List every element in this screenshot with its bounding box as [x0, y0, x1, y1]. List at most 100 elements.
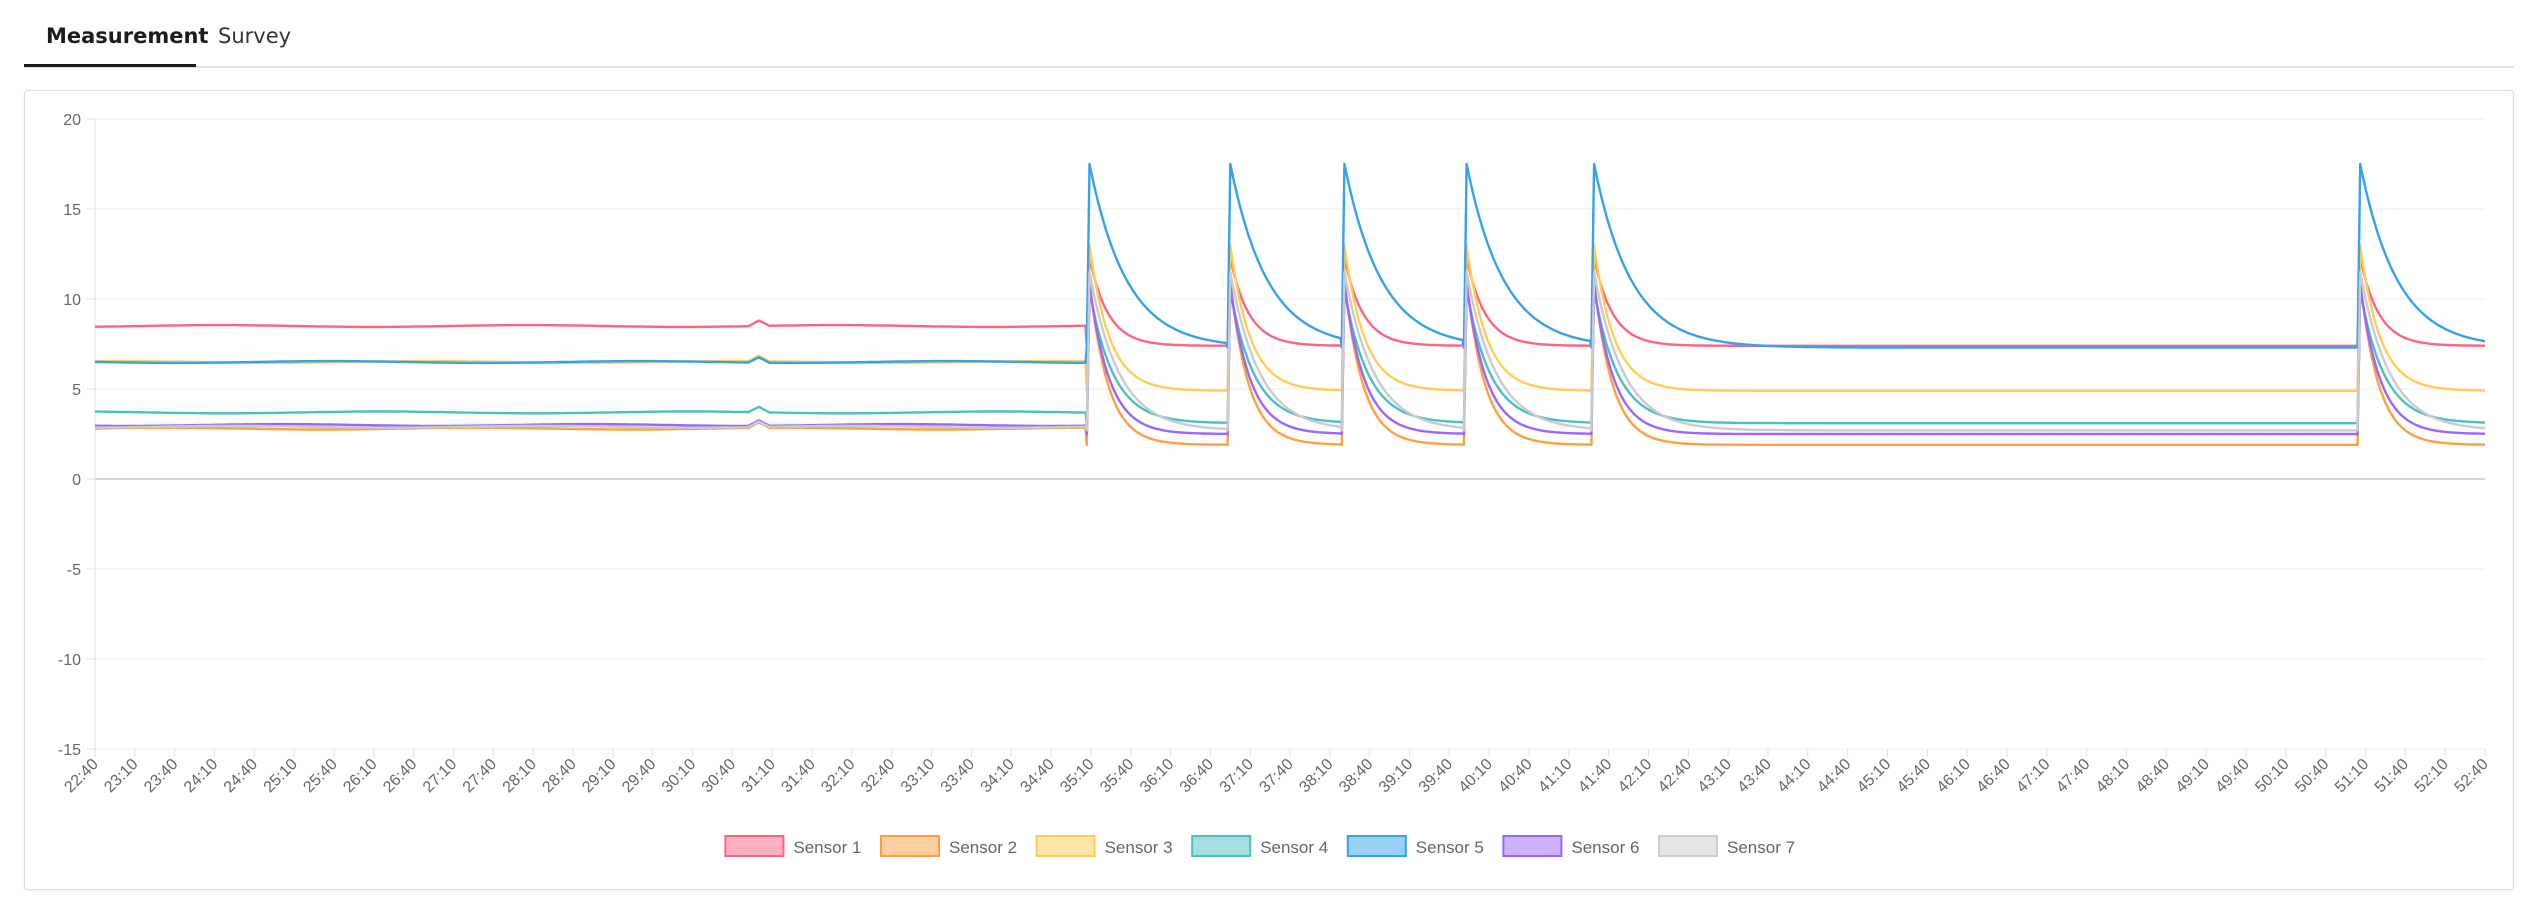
- x-tick-label: 24:40: [221, 756, 261, 796]
- x-tick-label: 31:10: [739, 756, 779, 796]
- x-tick-label: 27:10: [420, 756, 460, 796]
- legend-swatch: [724, 835, 785, 857]
- y-tick-label: 5: [72, 382, 81, 399]
- x-tick-label: 52:40: [2451, 756, 2491, 796]
- x-tick-label: 45:40: [1894, 756, 1934, 796]
- y-tick-label: 0: [72, 472, 81, 489]
- legend-label: Sensor 2: [949, 838, 1017, 857]
- sensor-line-chart: 20 15 10 5 0 -5 -10 -15 22:40 23:10 23:40 24:10 24:…: [58, 112, 2492, 857]
- legend-swatch: [1502, 835, 1563, 857]
- x-tick-label: 29:10: [579, 756, 619, 796]
- series-line-3: [95, 243, 2485, 392]
- y-tick-label: -10: [58, 652, 81, 669]
- x-tick-label: 26:40: [380, 756, 420, 796]
- x-tick-label: 25:10: [261, 756, 301, 796]
- series-line-1: [95, 256, 2485, 348]
- legend-item-sensor-5[interactable]: Sensor 5: [1346, 835, 1484, 857]
- x-tick-label: 47:40: [2053, 756, 2093, 796]
- series-line-7: [95, 270, 2486, 432]
- x-tick-label: 32:40: [858, 756, 898, 796]
- x-tick-label: 39:10: [1376, 756, 1416, 796]
- x-tick-label: 44:40: [1814, 756, 1854, 796]
- x-tick-label: 33:10: [898, 756, 938, 796]
- legend: Sensor 1 Sensor 2 Sensor 3 Sensor 4 Sensor 5…: [724, 835, 1795, 857]
- x-tick-label: 35:40: [1097, 756, 1137, 796]
- y-tick-label: 10: [63, 292, 81, 309]
- tab-survey[interactable]: Survey: [218, 24, 292, 48]
- legend-label: Sensor 3: [1105, 838, 1173, 857]
- x-tick-label: 41:10: [1535, 756, 1575, 796]
- x-tick-label: 32:10: [818, 756, 858, 796]
- legend-swatch: [1346, 835, 1407, 857]
- x-tick-label: 22:40: [61, 756, 101, 796]
- legend-label: Sensor 5: [1416, 838, 1484, 857]
- legend-item-sensor-4[interactable]: Sensor 4: [1191, 835, 1328, 857]
- x-tick-label: 39:40: [1416, 756, 1456, 796]
- x-tick-label: 40:40: [1495, 756, 1535, 796]
- x-tick-label: 51:40: [2372, 756, 2412, 796]
- x-tick-label: 42:10: [1615, 756, 1655, 796]
- x-tick-label: 48:40: [2133, 756, 2173, 796]
- x-tick-label: 47:10: [2013, 756, 2053, 796]
- x-tick-label: 43:40: [1734, 756, 1774, 796]
- x-tick-label: 46:40: [1973, 756, 2013, 796]
- series-lines: [95, 162, 2486, 446]
- x-tick-label: 49:10: [2173, 756, 2213, 796]
- active-tab-indicator: [24, 64, 196, 67]
- legend-label: Sensor 4: [1260, 838, 1328, 857]
- legend-label: Sensor 6: [1571, 838, 1639, 857]
- legend-item-sensor-1[interactable]: Sensor 1: [724, 835, 861, 857]
- x-tick-label: 41:40: [1575, 756, 1615, 796]
- x-tick-label: 28:40: [539, 756, 579, 796]
- x-tick-label: 38:10: [1296, 756, 1336, 796]
- legend-swatch: [1658, 835, 1718, 857]
- x-tick-label: 33:40: [938, 756, 978, 796]
- x-tick-label: 40:10: [1456, 756, 1496, 796]
- series-line-5: [95, 162, 2486, 365]
- x-tick-label: 27:40: [460, 756, 500, 796]
- y-tick-label: -15: [58, 742, 81, 759]
- x-tick-label: 29:40: [619, 756, 659, 796]
- x-tick-label: 26:10: [340, 756, 380, 796]
- x-tick-label: 44:10: [1774, 756, 1814, 796]
- x-tick-label: 36:10: [1137, 756, 1177, 796]
- legend-swatch: [1191, 835, 1252, 857]
- x-tick-label: 52:10: [2412, 756, 2452, 796]
- x-tick-label: 24:10: [181, 756, 221, 796]
- x-tick-label: 25:40: [300, 756, 340, 796]
- x-tick-label: 50:10: [2252, 756, 2292, 796]
- legend-item-sensor-6[interactable]: Sensor 6: [1502, 835, 1639, 857]
- x-tick-label: 28:10: [500, 756, 540, 796]
- x-tick-label: 51:10: [2332, 756, 2372, 796]
- tab-measurement[interactable]: Measurement: [46, 24, 209, 48]
- x-tick-label: 34:10: [978, 756, 1018, 796]
- x-tick-label: 34:40: [1017, 756, 1057, 796]
- x-tick-label: 48:10: [2093, 756, 2133, 796]
- x-tick-label: 45:10: [1854, 756, 1894, 796]
- x-tick-label: 30:40: [699, 756, 739, 796]
- x-tick-label: 46:10: [1934, 756, 1974, 796]
- x-tick-label: 23:40: [141, 756, 181, 796]
- x-tick-label: 42:40: [1655, 756, 1695, 796]
- x-axis-ticks: 22:40 23:10 23:40 24:10 24:40 25:10 25:40 26:10…: [61, 749, 2492, 796]
- legend-item-sensor-7[interactable]: Sensor 7: [1658, 835, 1795, 857]
- series-line-2: [95, 279, 2485, 446]
- x-tick-label: 37:40: [1256, 756, 1296, 796]
- chart-card: 20 15 10 5 0 -5 -10 -15 22:40 23:10 23:40 24:10 24:…: [24, 90, 2514, 890]
- x-tick-label: 43:10: [1695, 756, 1735, 796]
- legend-label: Sensor 7: [1727, 838, 1795, 857]
- legend-swatch: [880, 835, 940, 857]
- legend-item-sensor-2[interactable]: Sensor 2: [880, 835, 1017, 857]
- x-tick-label: 37:10: [1217, 756, 1257, 796]
- x-tick-label: 30:10: [659, 756, 699, 796]
- y-tick-label: 20: [63, 112, 81, 129]
- legend-swatch: [1035, 835, 1096, 857]
- x-tick-label: 23:10: [101, 756, 141, 796]
- x-tick-label: 31:40: [778, 756, 818, 796]
- legend-item-sensor-3[interactable]: Sensor 3: [1035, 835, 1173, 857]
- x-tick-label: 35:10: [1057, 756, 1097, 796]
- x-tick-label: 38:40: [1336, 756, 1376, 796]
- x-tick-label: 50:40: [2292, 756, 2332, 796]
- tab-bar: Measurement Survey: [24, 0, 2514, 68]
- y-axis-ticks: 20 15 10 5 0 -5 -10 -15: [58, 112, 81, 759]
